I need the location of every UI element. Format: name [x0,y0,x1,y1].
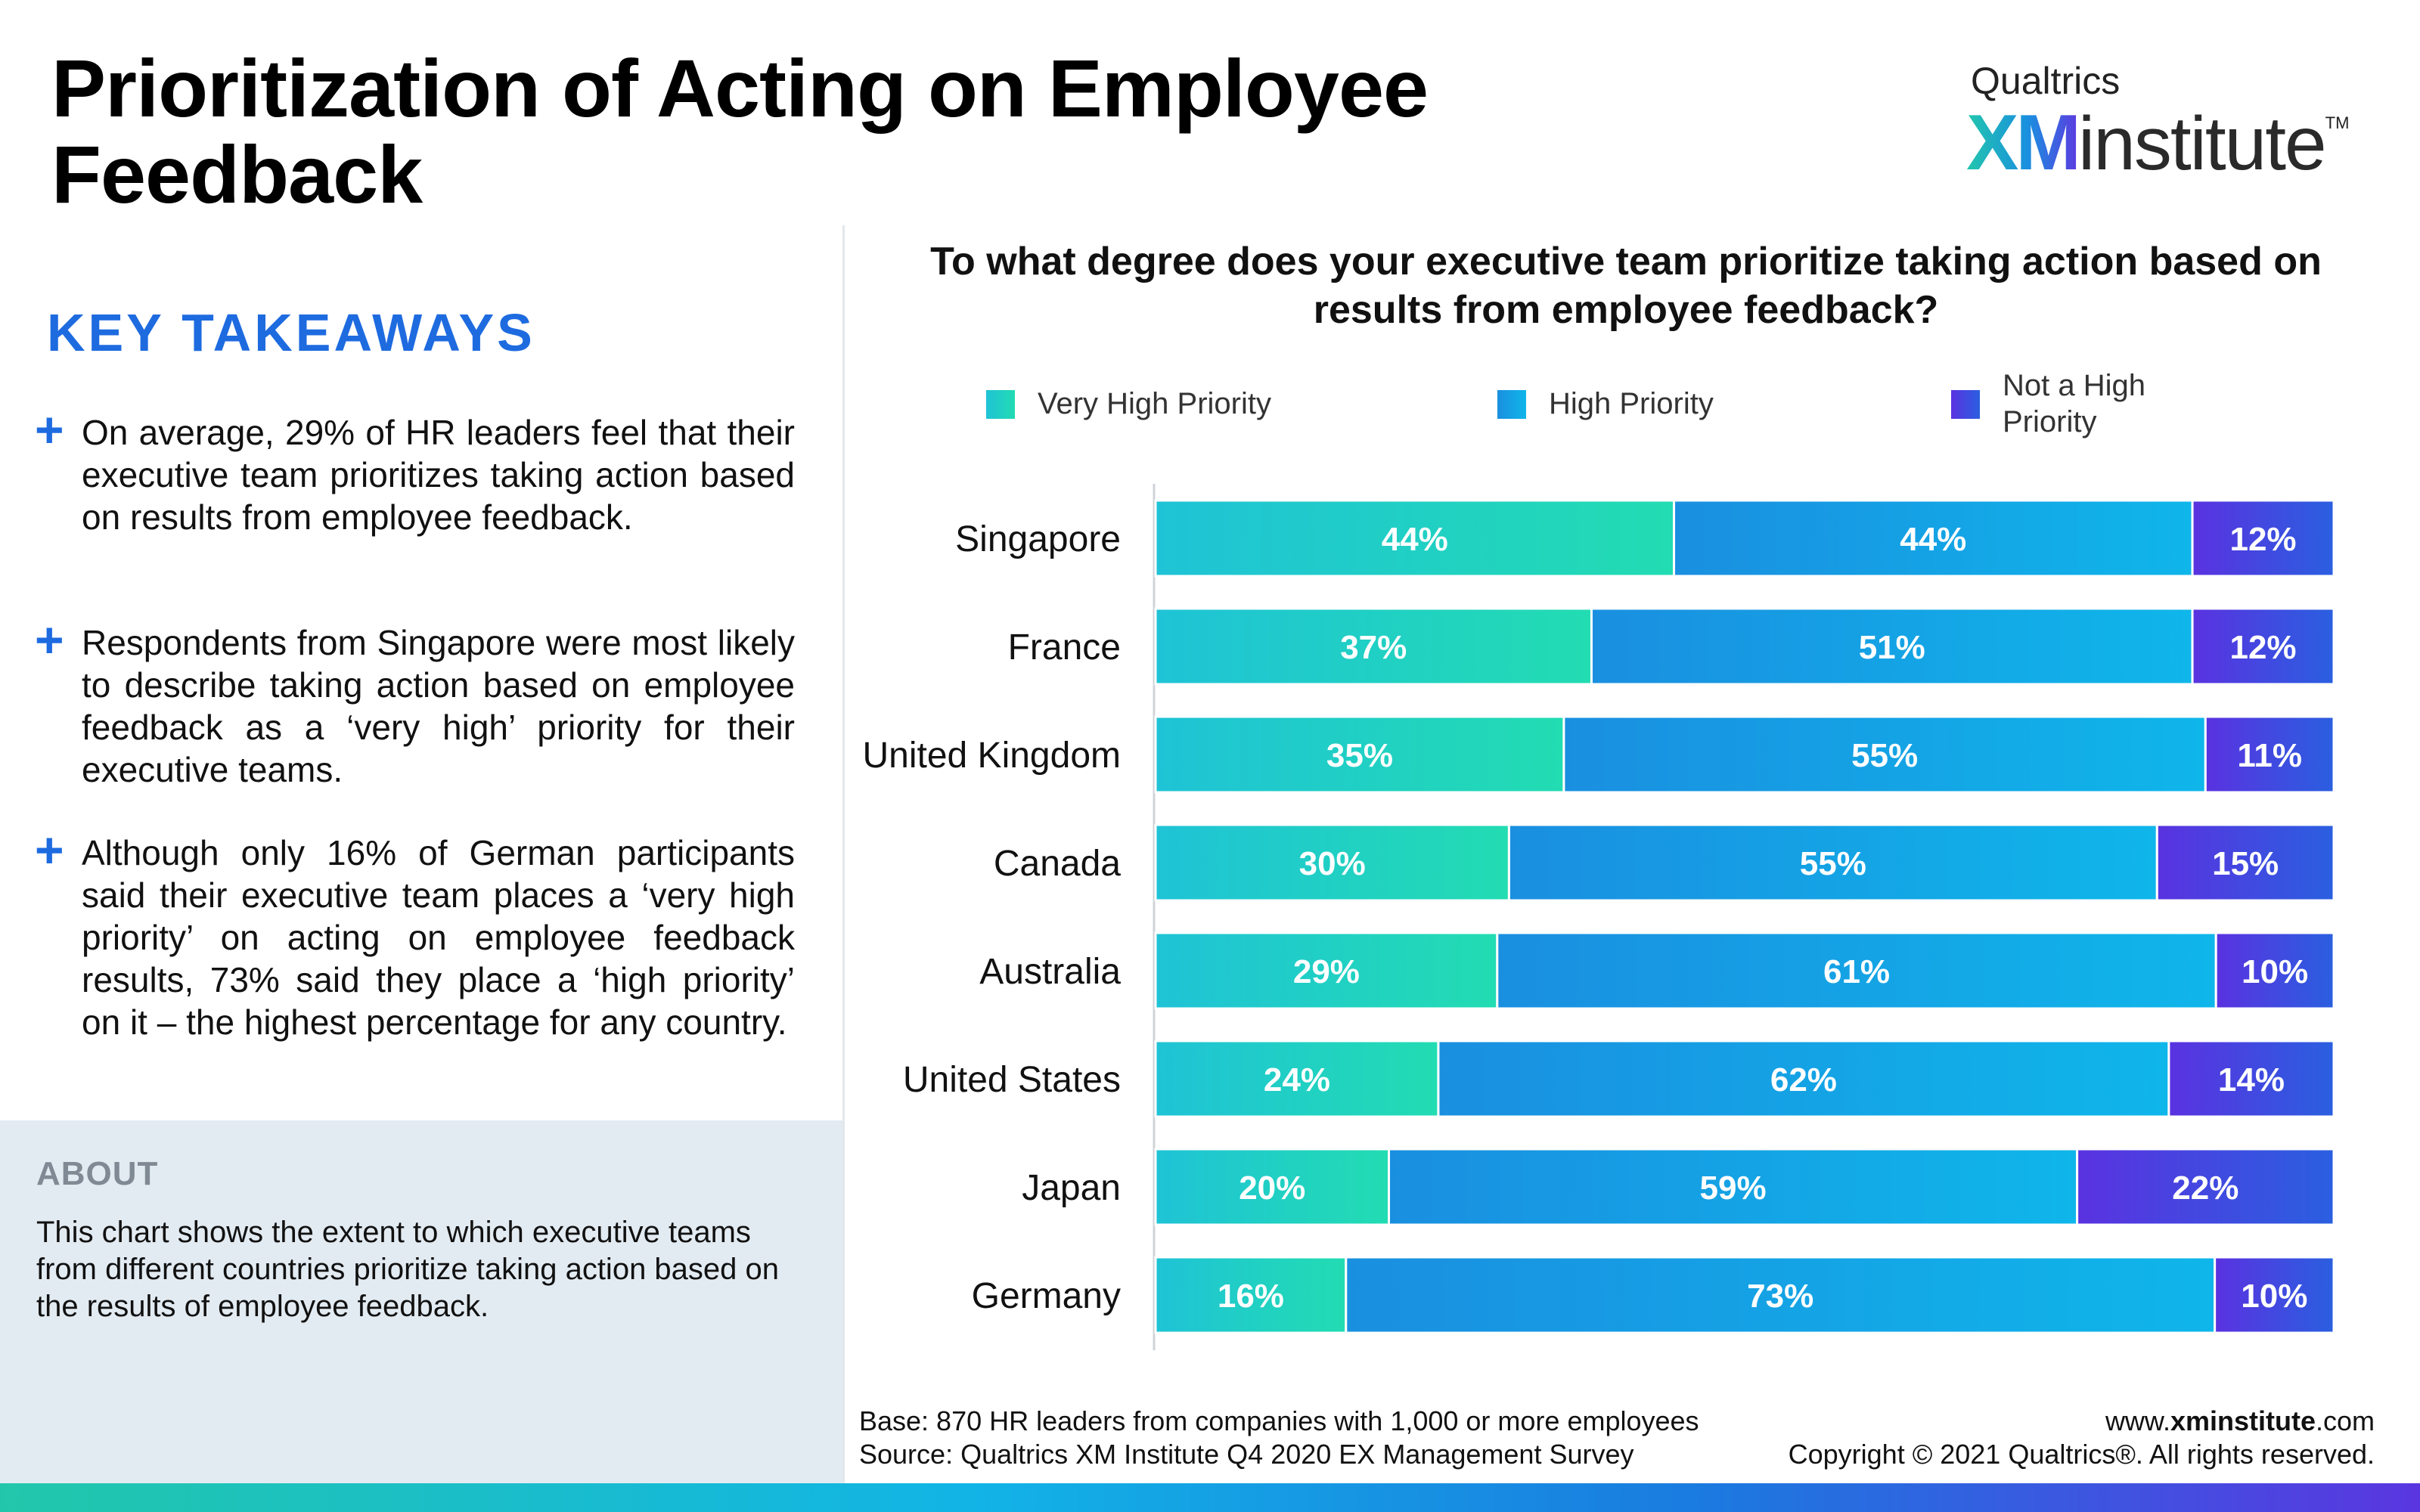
footnote-base: Base: 870 HR leaders from companies with… [859,1405,1699,1436]
category-label: United Kingdom [862,736,1121,776]
bar-segment-not-high [2167,1040,2335,1118]
data-label: 51% [1859,629,1925,666]
data-label: 20% [1239,1170,1305,1207]
category-label: Germany [972,1276,1121,1316]
data-label: 59% [1700,1170,1767,1207]
bar-segment-very-high [1154,931,1499,1010]
logo-brand: Qualtrics [1971,60,2121,102]
bar-segment-not-high [2214,1256,2335,1334]
data-label: 73% [1747,1278,1813,1315]
bar-segment-not-high [2214,931,2335,1010]
bar-segment-not-high [2076,1148,2335,1226]
data-label: 55% [1851,737,1918,774]
website-prefix: www. [2105,1405,2170,1436]
bar-segment-high [1345,1256,2217,1334]
logo-institute: institute [2078,101,2327,186]
data-label: 24% [1264,1061,1330,1098]
legend-swatch-high [1497,390,1526,419]
category-label: United States [903,1060,1121,1100]
data-label: 15% [2212,845,2279,882]
about-text: This chart shows the extent to which exe… [36,1216,780,1323]
logo-trademark: TM [2325,113,2350,132]
takeaway-text: On average, 29% of HR leaders feel that … [82,413,795,537]
legend-label-very-high: Very High Priority [1038,387,1271,420]
data-label: 12% [2229,629,2296,666]
takeaway-item: + Although only 16% of German participan… [35,822,795,1043]
key-takeaways-heading: KEY TAKEAWAYS [47,303,535,362]
data-label: 10% [2242,953,2308,990]
category-label: Singapore [955,519,1121,559]
bar-segment-not-high [2155,823,2335,902]
takeaway-text: Respondents from Singapore were most lik… [82,623,795,789]
legend-swatch-very-high [986,390,1015,419]
qualtrics-xm-institute-logo: Qualtrics XMinstituteTM [1966,59,2375,187]
footer-credits: www.xminstitute.com Copyright © 2021 Qua… [1789,1405,2375,1471]
data-label: 55% [1800,845,1866,882]
bar-segment-high [1562,715,2207,794]
logo-wordmark: XMinstituteTM [1966,98,2349,188]
legend-swatch-not-high [1951,390,1980,419]
logo-xm: XM [1966,99,2081,187]
data-label: 61% [1823,953,1890,990]
copyright-text: Copyright © 2021 Qualtrics®. All rights … [1788,1439,2375,1470]
chart-footnote: Base: 870 HR leaders from companies with… [859,1405,1699,1471]
about-heading: ABOUT [36,1155,159,1192]
plus-icon: + [35,612,64,668]
bar-segment-very-high [1154,1256,1348,1334]
data-label: 22% [2172,1170,2238,1207]
category-label: Japan [1022,1168,1121,1208]
legend-label-not-high: Not a High Priority [2003,369,2145,438]
bar-segment-high [1590,607,2194,686]
website-suffix: .com [2315,1405,2375,1436]
data-label: 37% [1340,629,1407,666]
data-label: 11% [2237,737,2302,774]
plus-icon: + [35,822,64,878]
about-panel [0,1120,842,1483]
data-label: 44% [1900,521,1966,558]
bar-segment-not-high [2191,499,2335,578]
category-label: France [1008,627,1121,668]
takeaway-text: Although only 16% of German participants… [82,833,795,1042]
chart-title: To what degree does your executive team … [930,240,2322,332]
bar-segment-not-high [2191,607,2335,686]
footnote-source: Source: Qualtrics XM Institute Q4 2020 E… [859,1439,1634,1470]
takeaway-item: + On average, 29% of HR leaders feel tha… [35,401,795,538]
bottom-gradient-bar [0,1483,2420,1512]
bar-segment-very-high [1154,823,1510,902]
legend-label-high: High Priority [1549,387,1714,420]
data-label: 35% [1326,737,1393,774]
bar-segment-very-high [1154,607,1593,686]
data-label: 12% [2229,521,2296,558]
website-link[interactable]: www.xminstitute.com [1789,1405,2375,1438]
website-domain: xminstitute [2170,1405,2316,1436]
data-label: 62% [1770,1061,1837,1098]
data-label: 29% [1293,953,1360,990]
category-label: Canada [994,844,1121,884]
bar-segment-high [1673,499,2194,578]
panel-divider [842,225,845,1483]
takeaway-item: + Respondents from Singapore were most l… [35,612,795,791]
data-label: 10% [2241,1278,2307,1315]
bar-segment-not-high [2204,715,2335,794]
bar-segment-very-high [1154,715,1565,794]
bar-segment-high [1507,823,2158,902]
plus-icon: + [35,401,64,457]
category-label: Australia [979,952,1121,992]
data-label: 14% [2218,1061,2285,1098]
bar-segment-very-high [1154,499,1676,578]
data-label: 30% [1299,845,1366,882]
data-label: 16% [1218,1278,1284,1315]
data-label: 44% [1382,521,1448,558]
page-title: Prioritization of Acting on Employee Fee… [51,42,1429,220]
